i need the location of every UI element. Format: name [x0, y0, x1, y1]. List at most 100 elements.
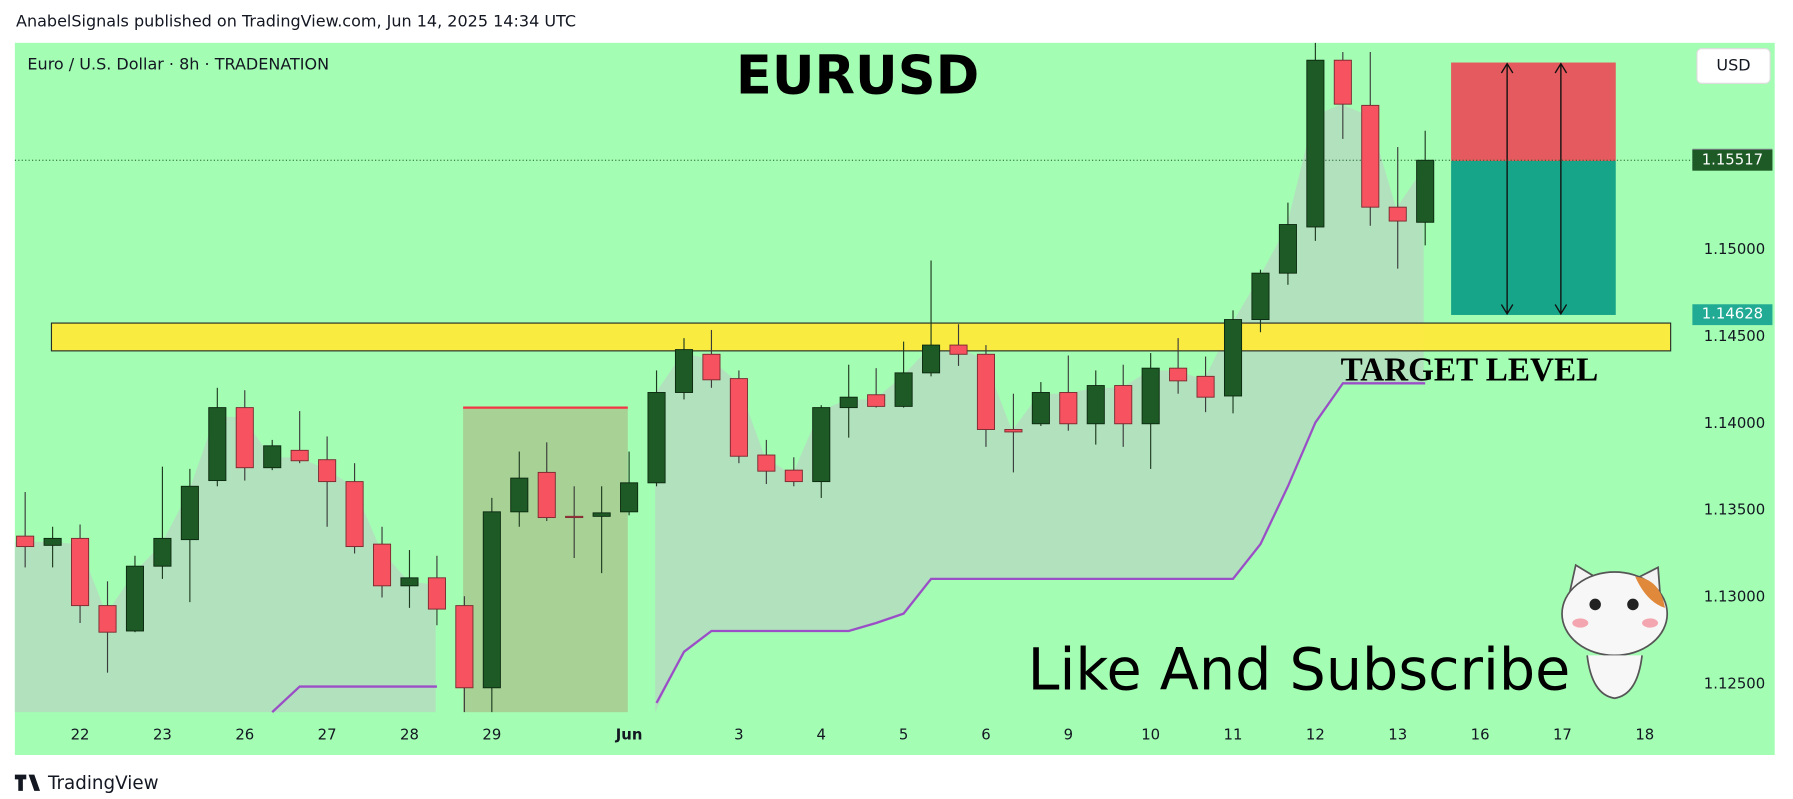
cat-blush [1572, 618, 1589, 628]
candle-body [290, 449, 309, 462]
x-tick-label: Jun [615, 725, 643, 743]
annotation: Like And Subscribe [1028, 636, 1571, 703]
brand: TradingView [14, 773, 159, 794]
candle-body [702, 353, 721, 381]
candle-body [812, 407, 831, 483]
x-tick-label: 12 [1306, 725, 1325, 743]
candle-body [729, 378, 748, 457]
support-zone [50, 322, 1672, 352]
candle-body [867, 394, 886, 407]
candle-body [949, 344, 968, 355]
x-tick-label: 17 [1553, 725, 1572, 743]
x-tick-label: 13 [1388, 725, 1407, 743]
marks-layer [16, 42, 1435, 713]
candle-body [400, 577, 419, 587]
price-shade [14, 416, 436, 713]
currency-label: USD [1716, 55, 1750, 74]
candle-body [180, 485, 199, 541]
cat-eye [1627, 598, 1639, 611]
x-tick-label: 5 [899, 725, 908, 743]
candle-body [125, 565, 144, 632]
x-tick-label: 16 [1471, 725, 1490, 743]
y-tick-label: 1.14000 [1704, 414, 1765, 432]
x-tick-label: 9 [1064, 725, 1073, 743]
candle-body [318, 459, 337, 483]
candle-body [922, 344, 941, 374]
y-tick-label: 1.15000 [1704, 240, 1765, 258]
candle-body [565, 515, 584, 519]
candle-body [1004, 429, 1023, 433]
candle-body [208, 407, 227, 482]
x-tick-label: 10 [1141, 725, 1160, 743]
candle-body [1251, 272, 1270, 321]
price-tag-label: 1.14628 [1702, 305, 1763, 323]
candle-body [894, 372, 913, 407]
x-tick-label: 3 [734, 725, 743, 743]
instrument-label: Euro / U.S. Dollar · 8h · TRADENATION [27, 54, 329, 73]
candle-body [1278, 224, 1297, 274]
y-tick-label: 1.12500 [1704, 674, 1765, 692]
x-tick-label: 6 [981, 725, 990, 743]
cat-patch [1635, 576, 1665, 608]
candle-body [1141, 367, 1160, 425]
x-tick-label: 18 [1635, 725, 1654, 743]
cat-eye [1589, 598, 1601, 611]
candle-body [674, 349, 694, 393]
x-tick-label: 27 [318, 725, 337, 743]
candle-body [784, 469, 803, 483]
publisher-line: AnabelSignals published on TradingView.c… [16, 11, 576, 30]
candle-body [1388, 206, 1407, 222]
x-tick-label: 26 [235, 725, 254, 743]
arrow-head [1554, 62, 1568, 316]
x-tick-label: 11 [1224, 725, 1243, 743]
candle-body [372, 543, 392, 587]
candle-body [235, 407, 254, 469]
x-tick-label: 28 [400, 725, 419, 743]
candle-body [647, 392, 666, 484]
x-tick-label: 29 [482, 725, 501, 743]
candle-body [43, 537, 62, 546]
price-tag-label: 1.15517 [1702, 150, 1763, 168]
candle-body [839, 396, 858, 409]
candle-body [1196, 375, 1215, 398]
candle-body [71, 537, 90, 607]
candle-body [345, 481, 364, 548]
currency-button[interactable] [1696, 48, 1771, 84]
candle-body [1361, 104, 1380, 208]
price-tag [1692, 304, 1773, 326]
cat-blush [1642, 618, 1659, 628]
candle-body [537, 471, 556, 519]
x-tick-label: 22 [71, 725, 90, 743]
candle-body [263, 445, 282, 469]
x-tick-label: 23 [153, 725, 172, 743]
annotation: TARGET LEVEL [1341, 351, 1599, 388]
candle-body [510, 477, 529, 513]
stop-line [271, 382, 1426, 713]
cat-body [1586, 655, 1643, 700]
candle-body [1114, 385, 1133, 425]
candle-body [455, 605, 474, 689]
brand-name: TradingView [47, 773, 159, 794]
candle-body [1169, 367, 1188, 382]
candle-body [153, 537, 172, 567]
chart-title: EURUSD [736, 45, 979, 106]
y-tick-label: 1.14500 [1704, 327, 1765, 345]
candle-body [1306, 59, 1325, 228]
cat-sticker [1561, 563, 1669, 700]
brand-logo [14, 774, 41, 791]
candle-body [1223, 319, 1243, 397]
candle-body [620, 482, 639, 513]
y-tick-label: 1.13000 [1704, 587, 1765, 605]
shade-layer [14, 62, 1672, 713]
target-box [1451, 160, 1616, 315]
candle-body [482, 511, 501, 689]
arrows [1500, 62, 1568, 316]
x-tick-label: 4 [817, 725, 826, 743]
candle-body [16, 535, 35, 548]
candle-body [976, 353, 995, 430]
candle-body [427, 577, 446, 610]
y-tick-label: 1.13500 [1704, 501, 1765, 519]
candle-body [1416, 159, 1435, 223]
price-tag [1692, 149, 1773, 171]
